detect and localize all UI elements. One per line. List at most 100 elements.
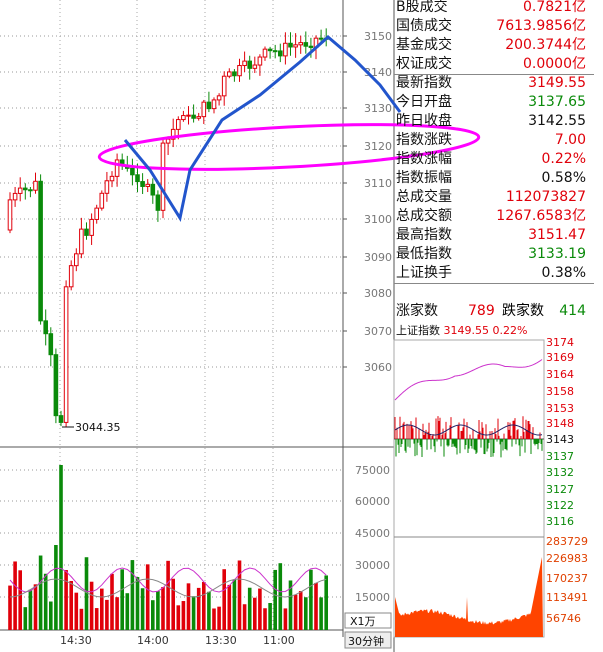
mini-price-tick: 3132 xyxy=(546,466,574,479)
breadth-row: 涨家数 789 跌家数 414 xyxy=(394,302,594,321)
mini-chart-frame xyxy=(393,339,545,638)
volume-bar xyxy=(273,569,277,630)
stat-label: B股成交 xyxy=(396,0,448,15)
candle-body xyxy=(12,192,18,201)
volume-bar xyxy=(242,604,247,630)
candle-body xyxy=(53,354,59,417)
mini-price-tick: 3158 xyxy=(546,385,574,398)
mini-price-tick: 3127 xyxy=(546,483,574,496)
stat-value: 7.00 xyxy=(554,132,586,148)
time-tick: 13:30 xyxy=(205,634,237,647)
candle-body xyxy=(298,42,303,46)
volume-bar xyxy=(115,597,119,630)
mini-price-tick: 3169 xyxy=(546,351,574,364)
stat-label: 昨日收盘 xyxy=(396,113,452,129)
stat-row: 最低指数 3133.19 xyxy=(394,245,594,264)
mini-price-tick: 3174 xyxy=(546,336,574,349)
candle-body xyxy=(308,45,314,48)
volume-bar xyxy=(79,608,84,630)
candle-body xyxy=(262,48,268,58)
volume-bar xyxy=(207,591,211,630)
grid-lines xyxy=(0,0,395,652)
stat-value: 200.3744亿 xyxy=(505,37,586,53)
stat-label: 最新指数 xyxy=(396,75,452,91)
candle-body xyxy=(89,218,94,236)
stat-row: 上证换手 0.38% xyxy=(394,264,594,283)
volume-unit: X1万 xyxy=(350,615,376,628)
volume-bar xyxy=(64,570,68,630)
candle-body xyxy=(227,71,232,77)
volume-bar xyxy=(74,592,79,630)
stat-label: 上证换手 xyxy=(396,265,452,281)
candle-body xyxy=(267,48,273,52)
mini-volume-tick: 226983 xyxy=(546,552,588,565)
stat-label: 总成交额 xyxy=(396,208,452,224)
volume-bar xyxy=(319,597,323,630)
candle-body xyxy=(232,71,237,77)
up-count: 789 xyxy=(468,303,495,319)
candle-body xyxy=(293,44,298,48)
stat-value: 3142.55 xyxy=(528,113,586,129)
volume-bar xyxy=(105,599,109,630)
price-tick: 3100 xyxy=(364,213,392,226)
candle-body xyxy=(114,159,120,177)
candle-body xyxy=(257,56,263,66)
price-tick: 3060 xyxy=(364,361,392,374)
volume-bar xyxy=(110,573,114,630)
volume-ma-line xyxy=(9,567,327,593)
volume-bar xyxy=(8,585,12,630)
candle-body xyxy=(58,415,64,423)
volume-bar xyxy=(161,587,165,630)
mini-volume-area xyxy=(395,557,543,637)
volume-bar xyxy=(100,588,104,630)
candle-body xyxy=(33,180,38,191)
volume-tick: 15000 xyxy=(355,591,390,604)
stat-value: 1267.6583亿 xyxy=(496,208,586,224)
volume-bar xyxy=(171,578,175,630)
candle-body xyxy=(28,189,33,192)
divider xyxy=(394,74,594,75)
candle-body xyxy=(247,60,252,69)
stat-value: 0.22% xyxy=(541,151,586,167)
volume-axis: 75000 60000 45000 30000 15000 xyxy=(355,464,390,604)
volume-bar xyxy=(196,587,201,630)
period-tab[interactable] xyxy=(344,631,392,649)
volume-bar xyxy=(283,608,288,630)
volume-bar xyxy=(237,560,242,630)
period-tab-label[interactable]: 30分钟 xyxy=(348,634,384,648)
volume-bar xyxy=(130,560,135,630)
price-tick: 3130 xyxy=(364,102,392,115)
candle-body xyxy=(155,194,161,211)
volume-bar xyxy=(222,569,226,630)
candle-body xyxy=(84,228,89,236)
stat-value: 7613.9856亿 xyxy=(496,18,586,34)
stat-value: 0.38% xyxy=(541,265,586,281)
volume-bar xyxy=(232,579,237,630)
volume-bar xyxy=(268,603,272,630)
candle-body xyxy=(206,101,212,110)
candle-body xyxy=(48,333,54,356)
volume-bar xyxy=(166,560,170,630)
time-tick: 14:30 xyxy=(60,634,92,647)
stat-label: 最低指数 xyxy=(396,246,452,262)
volume-bar xyxy=(202,581,206,630)
candle-body xyxy=(216,95,222,101)
candle-body xyxy=(130,167,135,176)
stat-row: 最高指数 3151.47 xyxy=(394,226,594,245)
mini-index-value: 3149.55 xyxy=(443,324,490,337)
stat-value: 3137.65 xyxy=(528,94,586,110)
stat-row: 指数振幅 0.58% xyxy=(394,169,594,188)
volume-bar xyxy=(324,575,328,630)
volume-bar xyxy=(145,564,150,630)
volume-bar xyxy=(304,597,308,630)
candle-body xyxy=(237,65,242,77)
candle-body xyxy=(94,207,100,220)
stat-row: 今日开盘 3137.65 xyxy=(394,93,594,112)
stat-label: 最高指数 xyxy=(396,227,452,243)
candle-body xyxy=(283,42,288,57)
stat-value: 3149.55 xyxy=(528,75,586,91)
volume-bar xyxy=(28,589,33,630)
stat-label: 权证成交 xyxy=(396,56,452,72)
mini-index-name: 上证指数 xyxy=(396,324,440,337)
